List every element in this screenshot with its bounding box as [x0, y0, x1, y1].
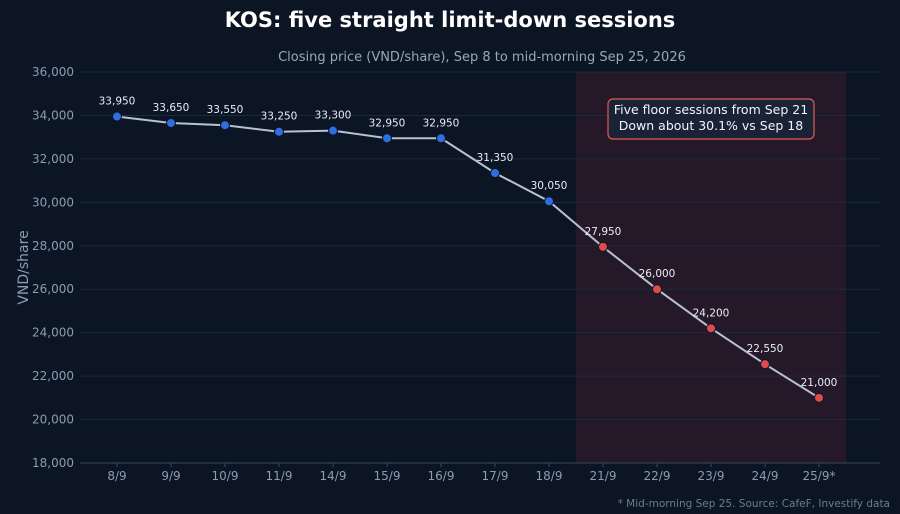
x-axis-ticks: 8/9 9/9 10/9 11/9 14/9 15/9 16/9 17/9 18/9 21/9 22… [107, 463, 835, 483]
data-point [436, 133, 446, 144]
data-point [490, 168, 500, 179]
y-tick-label: 22,000 [32, 369, 74, 383]
data-label: 32,950 [369, 117, 406, 129]
data-point [544, 196, 554, 207]
data-label: 26,000 [639, 268, 676, 280]
y-axis-ticks: 18,000 20,000 22,000 24,000 26,000 28,000 30,0… [32, 65, 74, 470]
source-footnote: * Mid-morning Sep 25. Source: CafeF, Inv… [617, 498, 890, 510]
data-label: 33,550 [207, 104, 244, 116]
limit-down-point [652, 284, 662, 295]
data-point [166, 118, 176, 129]
x-tick-label: 14/9 [320, 469, 347, 483]
data-label: 30,050 [531, 180, 568, 192]
data-labels: 33,950 33,650 33,550 33,250 33,300 32,950 32,9… [99, 96, 838, 389]
y-axis-label: VND/share [16, 230, 32, 304]
data-points [112, 111, 824, 403]
limit-down-point [598, 241, 608, 252]
data-label: 32,950 [423, 117, 460, 129]
x-tick-label: 21/9 [590, 469, 617, 483]
annotation-box: Five floor sessions from Sep 21 Down abo… [607, 98, 815, 140]
x-tick-label: 11/9 [266, 469, 293, 483]
y-tick-label: 26,000 [32, 282, 74, 296]
data-point [274, 126, 284, 137]
data-label: 33,300 [315, 110, 352, 122]
x-tick-label: 15/9 [374, 469, 401, 483]
annotation-frame [607, 98, 815, 140]
data-label: 33,250 [261, 111, 298, 123]
x-tick-label: 25/9* [803, 469, 836, 483]
y-tick-label: 30,000 [32, 195, 74, 209]
x-tick-label: 18/9 [536, 469, 563, 483]
y-tick-label: 28,000 [32, 239, 74, 253]
data-label: 24,200 [693, 307, 730, 319]
data-label: 33,950 [99, 96, 136, 108]
chart-subtitle: Closing price (VND/share), Sep 8 to mid-… [278, 50, 686, 65]
x-tick-label: 22/9 [644, 469, 671, 483]
limit-down-point [706, 323, 716, 334]
x-tick-label: 10/9 [212, 469, 239, 483]
y-tick-label: 36,000 [32, 65, 74, 79]
x-tick-label: 16/9 [428, 469, 455, 483]
chart-title: KOS: five straight limit-down sessions [224, 8, 676, 32]
annotation-line-1: Five floor sessions from Sep 21 [614, 102, 808, 117]
data-label: 31,350 [477, 152, 514, 164]
x-tick-label: 8/9 [107, 469, 126, 483]
y-tick-label: 20,000 [32, 413, 74, 427]
annotation-line-2: Down about 30.1% vs Sep 18 [619, 118, 803, 133]
y-tick-label: 32,000 [32, 152, 74, 166]
x-tick-label: 9/9 [161, 469, 180, 483]
x-tick-label: 17/9 [482, 469, 509, 483]
limit-down-point [760, 359, 770, 370]
y-tick-label: 34,000 [32, 108, 74, 122]
limit-down-point [814, 392, 824, 403]
data-label: 22,550 [747, 343, 784, 355]
data-point [328, 125, 338, 136]
x-tick-label: 23/9 [698, 469, 725, 483]
y-tick-label: 24,000 [32, 326, 74, 340]
data-label: 27,950 [585, 226, 622, 238]
data-label: 33,650 [153, 102, 190, 114]
data-point [382, 133, 392, 144]
y-tick-label: 18,000 [32, 456, 74, 470]
data-point [112, 111, 122, 122]
price-line [116, 115, 820, 399]
data-point [220, 120, 230, 131]
x-tick-label: 24/9 [752, 469, 779, 483]
data-label: 21,000 [801, 377, 838, 389]
